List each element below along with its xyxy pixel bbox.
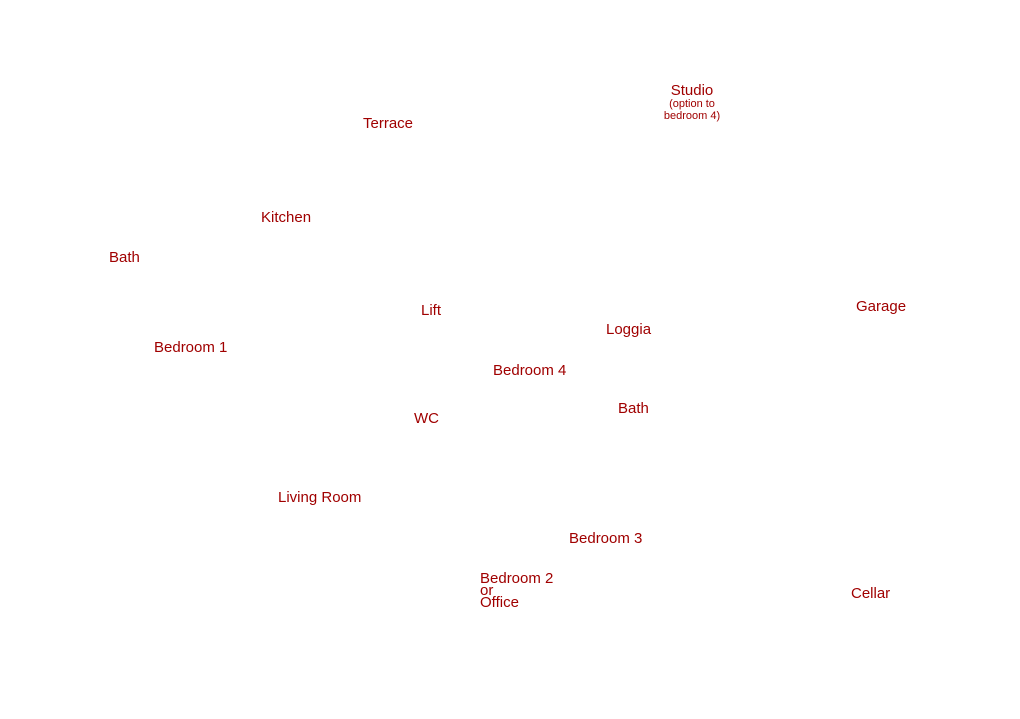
room-label: Bedroom 4	[493, 362, 567, 379]
room-label: Living Room	[278, 489, 362, 506]
room-label: Bedroom 2	[480, 570, 554, 587]
room-label: Kitchen	[261, 209, 312, 226]
room-label: Cellar	[851, 585, 891, 602]
room-note: bedroom 4)	[663, 110, 721, 122]
room-label: or	[480, 582, 494, 599]
room-label: Bath	[109, 249, 140, 266]
room-label: Bedroom 1	[154, 339, 228, 356]
room-label: Lift	[421, 302, 442, 319]
room-label: WC	[414, 410, 439, 427]
room-label: Bath	[618, 400, 649, 417]
room-label: Terrace	[363, 115, 414, 132]
room-label: Loggia	[606, 321, 652, 338]
room-note: (option to	[669, 98, 715, 110]
room-label: Bedroom 3	[569, 530, 643, 547]
room-label: Studio	[670, 82, 714, 99]
room-label: Garage	[856, 298, 907, 315]
room-label: Office	[480, 594, 519, 611]
